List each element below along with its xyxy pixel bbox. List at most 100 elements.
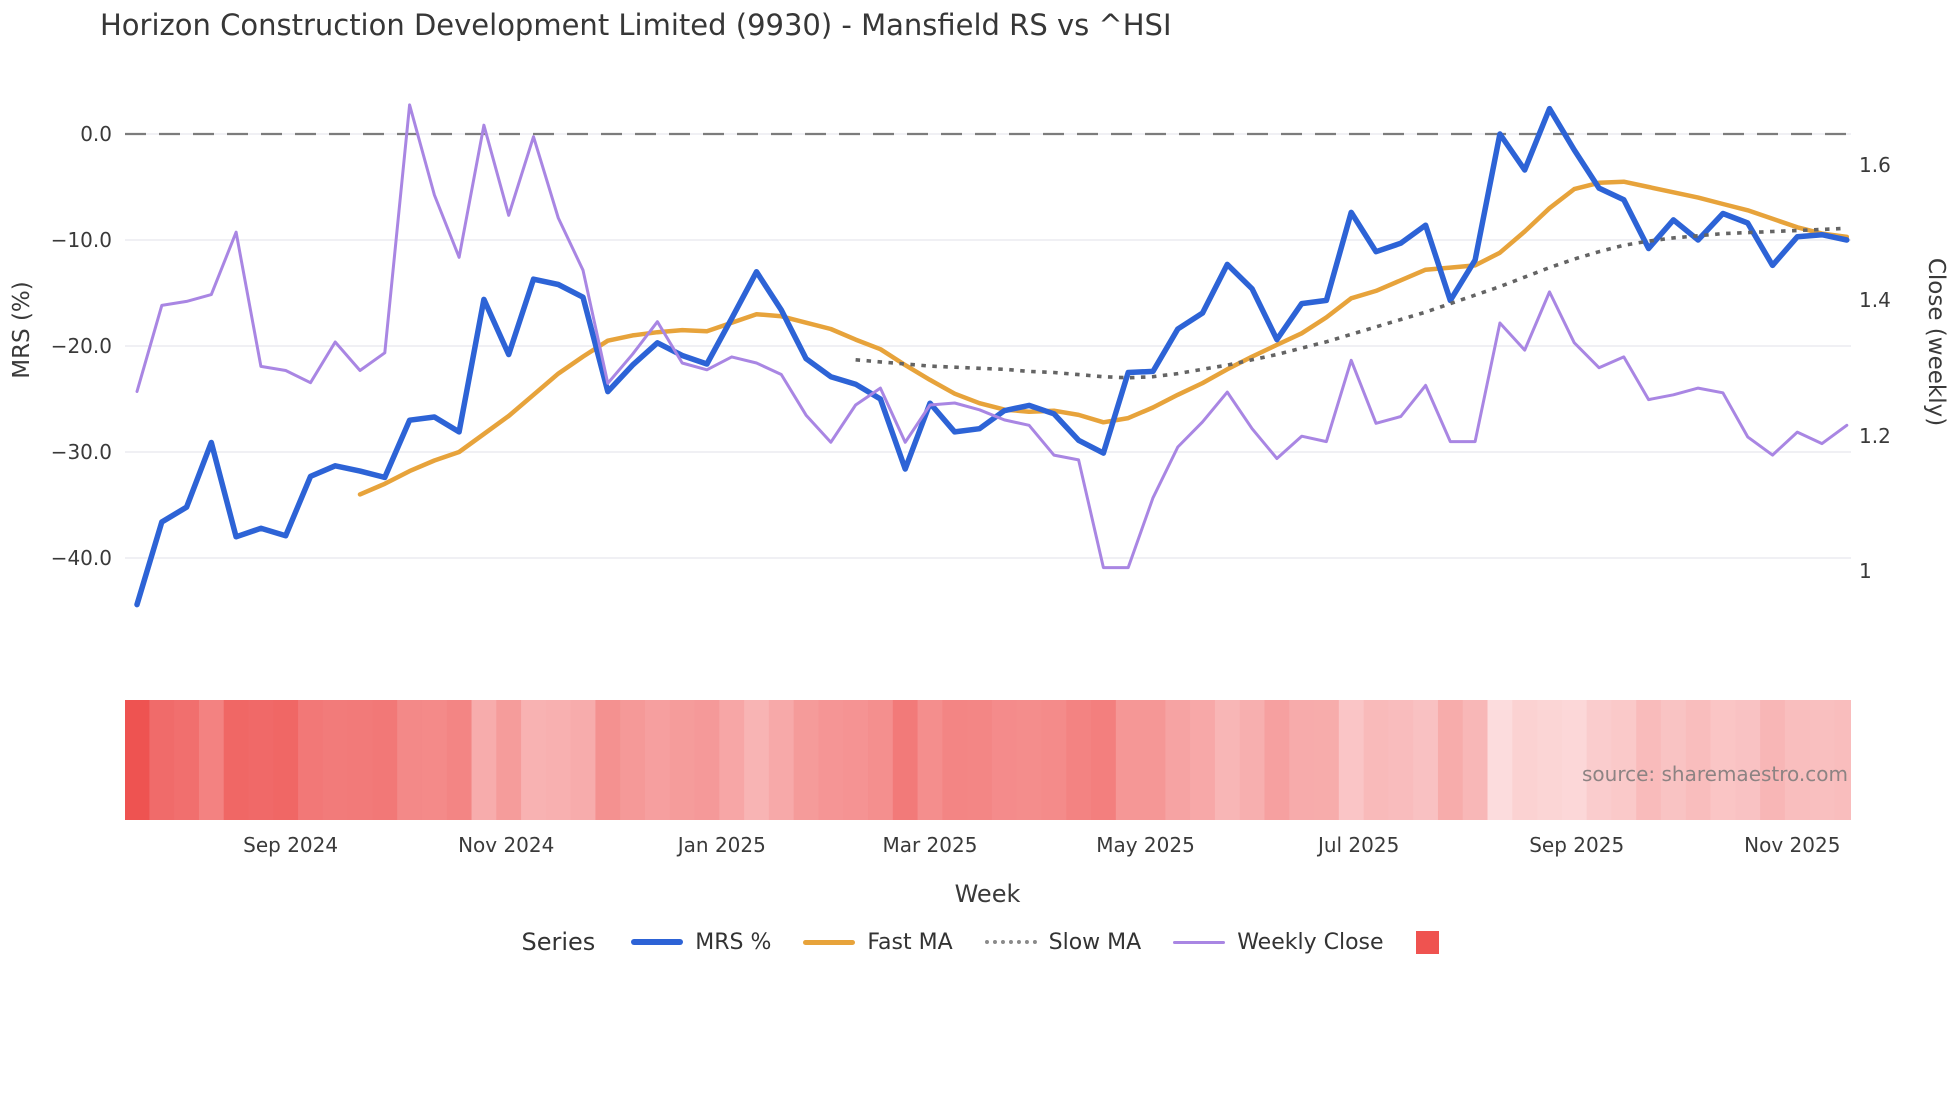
- chart-title: Horizon Construction Development Limited…: [100, 8, 1172, 42]
- legend-line-swatch-icon: [631, 939, 684, 945]
- heatmap-cell: [223, 700, 250, 820]
- heatmap-cell: [1314, 700, 1340, 820]
- x-tick-label: Jan 2025: [677, 833, 766, 857]
- heatmap-cell: [1338, 700, 1365, 820]
- heatmap-cell: [868, 700, 894, 820]
- heatmap-cell: [446, 700, 473, 820]
- legend-heatmap-swatch-icon: [1415, 930, 1439, 954]
- heatmap-cell: [248, 700, 274, 820]
- heatmap-cell: [421, 700, 448, 820]
- heatmap-cell: [521, 700, 547, 820]
- heatmap-cell: [347, 700, 374, 820]
- heatmap-cell: [570, 700, 597, 820]
- x-tick-label: Sep 2025: [1529, 833, 1625, 857]
- legend-item-label: MRS %: [695, 929, 772, 955]
- heatmap-cell: [1190, 700, 1216, 820]
- heatmap-cell: [198, 700, 225, 820]
- heatmap-cell: [273, 700, 299, 820]
- legend-item-label: Fast MA: [867, 929, 953, 955]
- heatmap-cell: [1487, 700, 1513, 820]
- legend-item-mrs-: MRS %: [631, 930, 771, 955]
- y-axis-right-title: Close (weekly): [1923, 257, 1949, 427]
- heatmap-cell: [1685, 700, 1712, 820]
- heatmap-cell: [1834, 700, 1851, 820]
- heatmap-cell: [1784, 700, 1811, 820]
- y-left-tick-label: −40.0: [50, 546, 112, 570]
- legend-item-weekly-close: Weekly Close: [1173, 929, 1384, 955]
- heatmap-cell: [694, 700, 721, 820]
- y-left-tick-label: −30.0: [50, 440, 112, 464]
- heatmap-cell: [1611, 700, 1637, 820]
- heatmap-cell: [298, 700, 324, 820]
- legend-line-swatch-icon: [984, 940, 1037, 944]
- y-left-tick-label: −10.0: [50, 228, 112, 252]
- heatmap-cell: [1512, 700, 1538, 820]
- y-right-tick-label: 1.2: [1859, 423, 1891, 448]
- heatmap-cell: [1462, 700, 1489, 820]
- heatmap-cell: [1561, 700, 1588, 820]
- heatmap-cell: [942, 700, 968, 820]
- heatmap-cell: [1363, 700, 1390, 820]
- legend-item-fast-ma: Fast MA: [803, 929, 953, 955]
- x-axis-title: Week: [954, 880, 1021, 908]
- heatmap-cell: [719, 700, 745, 820]
- series-line-mrs-: [134, 105, 1850, 608]
- heatmap-cell: [620, 700, 646, 820]
- y-left-tick-label: −20.0: [50, 334, 112, 358]
- heatmap-cell: [1016, 700, 1043, 820]
- heatmap-cell: [125, 700, 151, 820]
- heatmap-cell: [496, 700, 522, 820]
- heatmap-cell: [1660, 700, 1687, 820]
- heatmap-cell: [843, 700, 869, 820]
- heatmap-cell: [397, 700, 423, 820]
- x-tick-label: Sep 2024: [243, 833, 339, 857]
- legend-line-swatch-icon: [803, 939, 856, 945]
- y-right-tick-label: 1.6: [1859, 152, 1891, 177]
- x-tick-label: Nov 2025: [1744, 833, 1841, 857]
- heatmap-cell: [669, 700, 696, 820]
- heatmap-cell: [595, 700, 621, 820]
- heatmap-cell: [1586, 700, 1613, 820]
- legend-item-slow-ma: Slow MA: [984, 929, 1142, 955]
- heatmap-cell: [1264, 700, 1290, 820]
- series-line-weekly-close: [135, 103, 1849, 570]
- heatmap-cell: [1760, 700, 1786, 820]
- y-right-tick-label: 1: [1859, 559, 1872, 583]
- heatmap-cell: [1140, 700, 1167, 820]
- legend-item-label: Weekly Close: [1237, 929, 1384, 955]
- heatmap-cell: [1041, 700, 1067, 820]
- heatmap-cell: [1710, 700, 1737, 820]
- legend-line-swatch-icon: [1173, 940, 1226, 944]
- heatmap-cell: [1388, 700, 1414, 820]
- x-tick-label: Mar 2025: [882, 833, 978, 857]
- x-tick-label: May 2025: [1096, 833, 1195, 857]
- heatmap-cell: [1115, 700, 1142, 820]
- heatmap-cell: [1809, 700, 1836, 820]
- legend: Series MRS % Fast MA Slow MA Weekly Close: [0, 922, 1960, 962]
- y-right-tick-label: 1.4: [1859, 288, 1891, 312]
- heatmap-cell: [644, 700, 671, 820]
- heatmap-cell: [917, 700, 944, 820]
- heatmap-cell: [174, 700, 200, 820]
- heatmap-cell: [1091, 700, 1117, 820]
- legend-item-label: Slow MA: [1048, 929, 1142, 955]
- source-attribution: source: sharemaestro.com: [1582, 762, 1848, 786]
- heatmap-cell: [1239, 700, 1266, 820]
- x-tick-label: Jul 2025: [1317, 833, 1400, 857]
- heatmap-cell: [793, 700, 820, 820]
- y-axis-left-title: MRS (%): [9, 281, 35, 379]
- heatmap-cell: [744, 700, 770, 820]
- heatmap-cell: [322, 700, 349, 820]
- heatmap-cell: [818, 700, 844, 820]
- x-tick-label: Nov 2024: [458, 833, 555, 857]
- heatmap-cell: [768, 700, 795, 820]
- heatmap-cell: [149, 700, 175, 820]
- heatmap-cell: [372, 700, 398, 820]
- heatmap-cell: [892, 700, 919, 820]
- y-left-tick-label: 0.0: [80, 122, 112, 146]
- heatmap-cell: [1066, 700, 1092, 820]
- heatmap-cell: [1636, 700, 1662, 820]
- legend-title: Series: [521, 928, 596, 956]
- heatmap-cell: [1413, 700, 1439, 820]
